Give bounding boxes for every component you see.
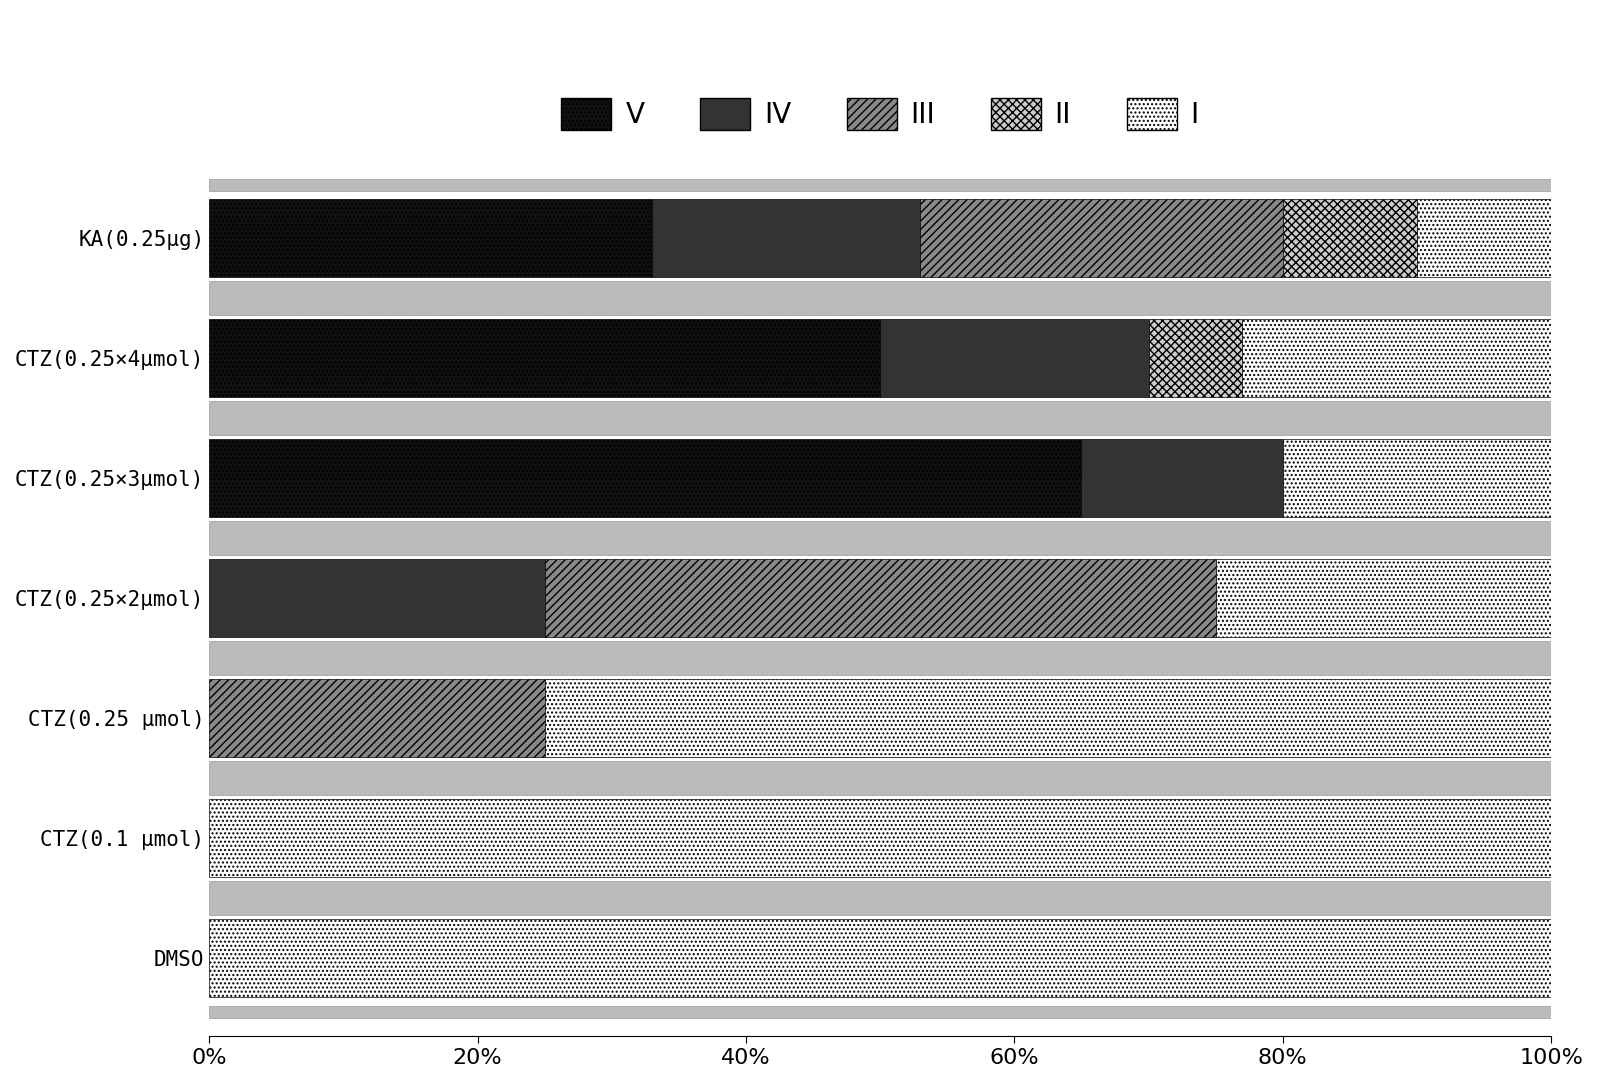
Bar xyxy=(209,641,1552,675)
Bar xyxy=(209,919,1552,997)
Bar xyxy=(209,282,1552,315)
Legend: V, IV, III, II, I: V, IV, III, II, I xyxy=(550,87,1210,141)
Bar xyxy=(209,319,880,397)
Bar xyxy=(1242,319,1552,397)
Bar xyxy=(545,679,1552,757)
Bar xyxy=(209,199,652,277)
Bar xyxy=(1082,440,1283,518)
Bar xyxy=(1216,559,1552,637)
Bar xyxy=(1283,199,1417,277)
Bar xyxy=(209,1006,1552,1018)
Bar xyxy=(209,179,1552,191)
Bar xyxy=(1417,199,1552,277)
Bar xyxy=(209,521,1552,556)
Bar xyxy=(209,679,545,757)
Bar xyxy=(545,559,1216,637)
Bar xyxy=(209,559,545,637)
Bar xyxy=(920,199,1283,277)
Bar xyxy=(209,402,1552,435)
Bar xyxy=(1149,319,1242,397)
Bar xyxy=(209,882,1552,915)
Bar xyxy=(209,799,1552,877)
Bar xyxy=(1283,440,1552,518)
Bar xyxy=(880,319,1149,397)
Bar xyxy=(209,761,1552,795)
Bar xyxy=(652,199,920,277)
Bar xyxy=(209,440,1082,518)
